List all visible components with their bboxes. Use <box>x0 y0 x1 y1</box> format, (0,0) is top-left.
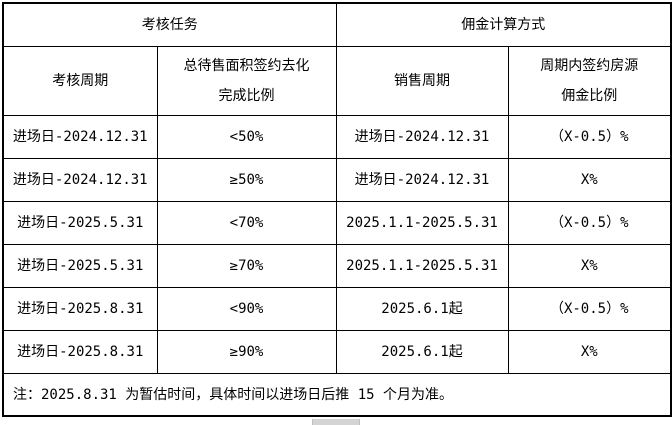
note-row: 注：2025.8.31 为暂估时间，具体时间以进场日后推 15 个月为准。 <box>2 373 672 417</box>
cell-commission: X% <box>507 244 672 288</box>
cell-ratio: ≥90% <box>156 330 337 374</box>
header-assessment-task: 考核任务 <box>2 2 337 47</box>
table-row: 进场日-2024.12.31 ≥50% 进场日-2024.12.31 X% <box>2 158 672 202</box>
cell-assessment-period: 进场日-2024.12.31 <box>2 115 158 159</box>
header-signed-ratio-line1: 总待售面积签约去化 <box>183 58 310 74</box>
cell-sales-period: 2025.1.1-2025.5.31 <box>335 244 509 288</box>
header-commission-rate-line1: 周期内签约房源 <box>540 58 639 74</box>
cell-commission: X% <box>507 158 672 202</box>
cell-assessment-period: 进场日-2024.12.31 <box>2 158 158 202</box>
note-text: 注：2025.8.31 为暂估时间，具体时间以进场日后推 15 个月为准。 <box>2 373 672 417</box>
cell-sales-period: 进场日-2024.12.31 <box>335 158 509 202</box>
cell-commission: （X-0.5）% <box>507 201 672 245</box>
header-sales-period: 销售周期 <box>335 46 509 116</box>
table-row: 进场日-2025.8.31 ≥90% 2025.6.1起 X% <box>2 330 672 374</box>
cell-commission: X% <box>507 330 672 374</box>
commission-rules-table: 考核任务 佣金计算方式 考核周期 总待售面积签约去化 完成比例 销售周期 周期内… <box>2 2 672 417</box>
group-header-row: 考核任务 佣金计算方式 <box>2 2 672 47</box>
column-header-row: 考核周期 总待售面积签约去化 完成比例 销售周期 周期内签约房源 佣金比例 <box>2 46 672 116</box>
cell-ratio: <90% <box>156 287 337 331</box>
header-commission-method: 佣金计算方式 <box>335 2 672 47</box>
cell-assessment-period: 进场日-2025.8.31 <box>2 330 158 374</box>
cell-assessment-period: 进场日-2025.5.31 <box>2 201 158 245</box>
cell-ratio: ≥50% <box>156 158 337 202</box>
cell-commission: （X-0.5）% <box>507 287 672 331</box>
header-assessment-period: 考核周期 <box>2 46 158 116</box>
cell-sales-period: 2025.1.1-2025.5.31 <box>335 201 509 245</box>
header-commission-rate-line2: 佣金比例 <box>561 88 618 104</box>
cell-sales-period: 进场日-2024.12.31 <box>335 115 509 159</box>
cell-ratio: <70% <box>156 201 337 245</box>
cell-ratio: ≥70% <box>156 244 337 288</box>
cell-commission: （X-0.5）% <box>507 115 672 159</box>
cell-ratio: <50% <box>156 115 337 159</box>
header-signed-ratio: 总待售面积签约去化 完成比例 <box>156 46 337 116</box>
cell-sales-period: 2025.6.1起 <box>335 330 509 374</box>
cell-sales-period: 2025.6.1起 <box>335 287 509 331</box>
table-row: 进场日-2024.12.31 <50% 进场日-2024.12.31 （X-0.… <box>2 115 672 159</box>
table-resize-handle[interactable] <box>312 419 360 425</box>
cell-assessment-period: 进场日-2025.5.31 <box>2 244 158 288</box>
header-signed-ratio-line2: 完成比例 <box>218 88 275 104</box>
table-row: 进场日-2025.5.31 <70% 2025.1.1-2025.5.31 （X… <box>2 201 672 245</box>
header-commission-rate: 周期内签约房源 佣金比例 <box>507 46 672 116</box>
table-row: 进场日-2025.5.31 ≥70% 2025.1.1-2025.5.31 X% <box>2 244 672 288</box>
cell-assessment-period: 进场日-2025.8.31 <box>2 287 158 331</box>
table-row: 进场日-2025.8.31 <90% 2025.6.1起 （X-0.5）% <box>2 287 672 331</box>
